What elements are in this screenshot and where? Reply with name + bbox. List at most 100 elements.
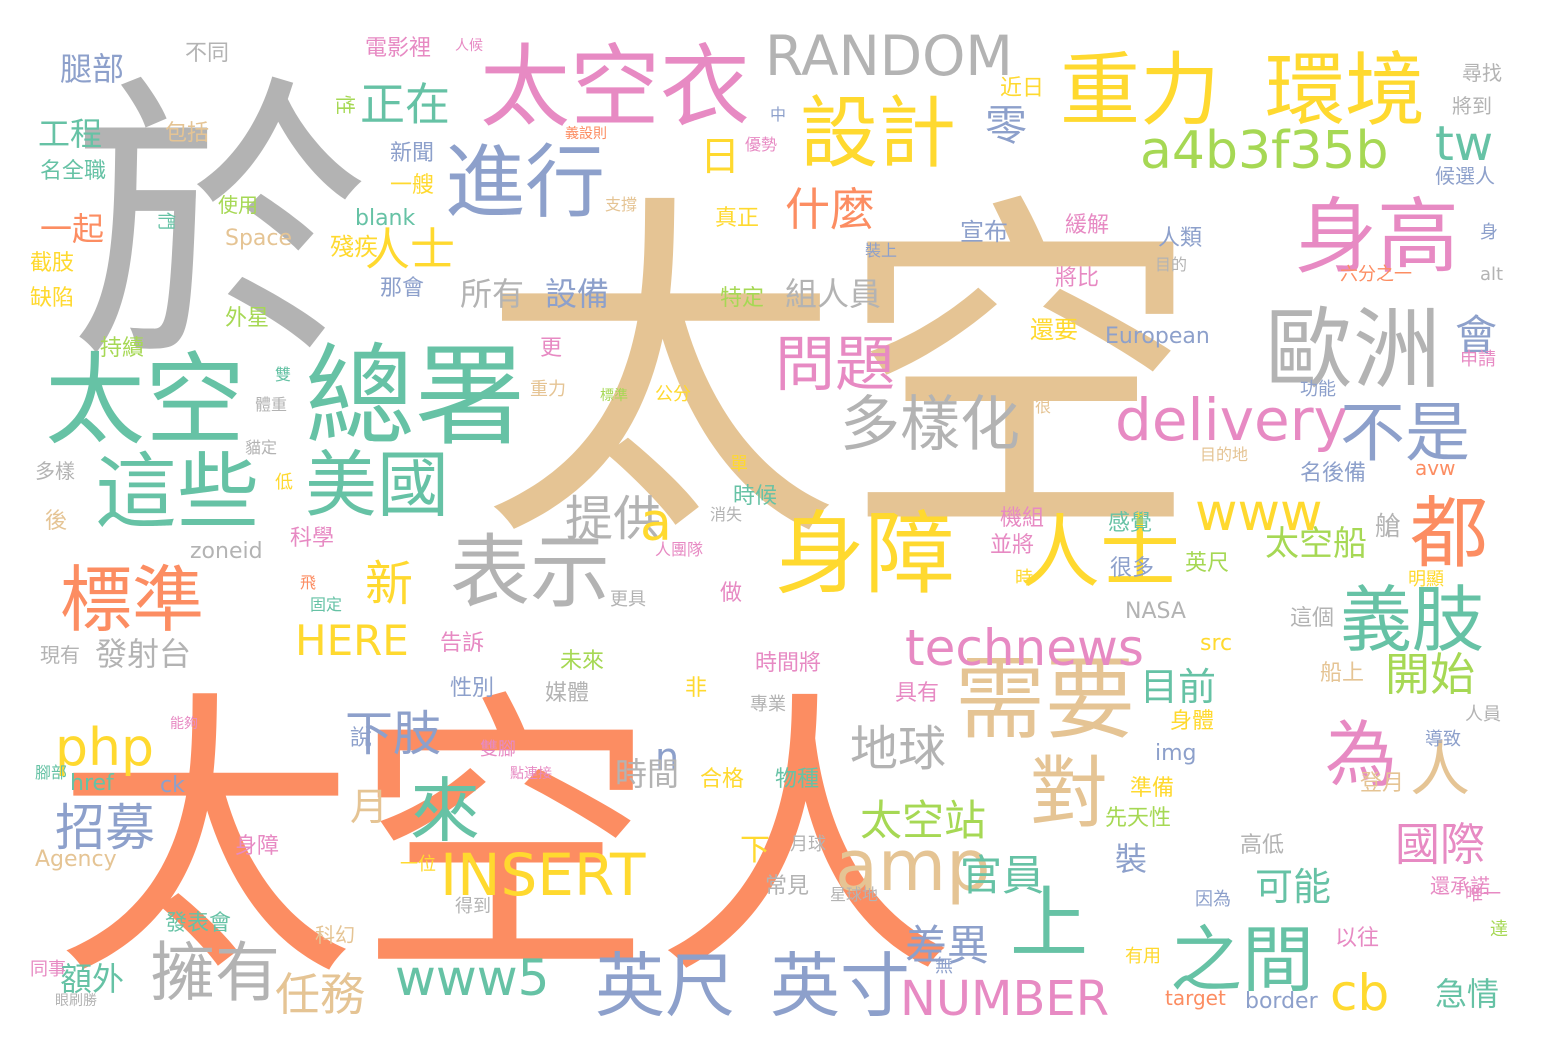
cloud-word: 將比 [1055, 266, 1099, 291]
cloud-word: 貓定 [245, 438, 277, 457]
cloud-word: 截肢 [30, 251, 74, 276]
cloud-word: 月 [350, 785, 388, 829]
cloud-word: 很 [1035, 397, 1051, 416]
cloud-word: 新 [365, 556, 413, 612]
cloud-word: 支撐 [605, 195, 637, 214]
cloud-word: 同事 [30, 959, 66, 980]
cloud-word: 更 [540, 336, 562, 361]
cloud-word: 於 [70, 52, 370, 401]
cloud-word: 人團隊 [655, 540, 703, 559]
cloud-word: 名後備 [1300, 461, 1366, 486]
cloud-word: 公分 [655, 384, 691, 405]
cloud-word: 腳部 [35, 763, 67, 782]
cloud-word: 固定 [310, 595, 342, 614]
cloud-word: 這些 [95, 445, 259, 540]
cloud-word: 急情 [1435, 975, 1499, 1013]
cloud-word: 重力 [1060, 44, 1220, 137]
cloud-word: 六分之一 [1340, 264, 1412, 285]
cloud-word: 工程 [38, 115, 102, 153]
cloud-word: 飛 [300, 573, 316, 592]
cloud-word: 物種 [775, 767, 819, 792]
cloud-word: 發射台 [95, 635, 191, 673]
cloud-word: 不是 [1340, 396, 1470, 471]
cloud-word: Agency [35, 847, 117, 872]
cloud-word: NASA [1125, 599, 1186, 624]
cloud-word: 達 [1490, 919, 1508, 940]
cloud-word: 科學 [290, 526, 334, 551]
cloud-word: HERE [295, 616, 409, 665]
cloud-word: 會 [1455, 311, 1497, 360]
cloud-word: 太空衣 [480, 35, 750, 140]
cloud-word: 時 [1015, 568, 1033, 589]
cloud-word: 標準 [60, 558, 204, 642]
cloud-word: European [1105, 324, 1210, 349]
cloud-word: Space [225, 226, 292, 251]
cloud-word: 非 [685, 676, 707, 701]
cloud-word: zoneid [190, 539, 263, 564]
cloud-word: 裝 [1115, 840, 1147, 878]
cloud-word: 太空人 [55, 667, 955, 1016]
cloud-word: 英寸 [770, 945, 910, 1027]
cloud-word: NUMBER [900, 971, 1109, 1027]
cloud-word: 並將 [990, 533, 1034, 558]
cloud-word: 體重 [255, 395, 287, 414]
cloud-word: www [1195, 483, 1323, 543]
cloud-word: 宣布 [960, 218, 1008, 246]
cloud-word: INSERT [440, 841, 646, 909]
cloud-word: 專業 [750, 694, 786, 715]
cloud-word: tw [1435, 116, 1493, 172]
cloud-word: 外星 [225, 306, 269, 331]
cloud-word: 有用 [1125, 946, 1161, 967]
cloud-word: 優勢 [745, 135, 777, 154]
cloud-word: 未來 [560, 649, 604, 674]
cloud-word: 科幻 [315, 923, 355, 947]
cloud-word: 重力 [530, 379, 566, 400]
cloud-word: 提供 [565, 491, 661, 547]
cloud-word: border [1245, 989, 1319, 1014]
cloud-word: 標準 [600, 388, 628, 404]
cloud-word: cb [1330, 964, 1389, 1022]
cloud-word: 告訴 [440, 631, 484, 656]
cloud-word: 為 [1325, 713, 1397, 797]
cloud-word: 上 [1010, 879, 1088, 969]
cloud-word: 船上 [1320, 661, 1364, 686]
cloud-word: 地球 [850, 721, 946, 777]
cloud-word: technews [905, 619, 1144, 677]
cloud-word: 缺陷 [30, 286, 74, 311]
cloud-word: 時候 [733, 484, 777, 509]
cloud-word: 登月 [1360, 771, 1404, 796]
cloud-word: 後 [45, 509, 67, 534]
cloud-word: 真正 [715, 206, 759, 231]
cloud-word: 義肢 [1340, 578, 1484, 662]
cloud-word: 那會 [380, 276, 424, 301]
cloud-word: a4b3f35b [1140, 121, 1389, 181]
cloud-word: 一位 [400, 854, 436, 875]
cloud-word: 下 [740, 833, 770, 868]
cloud-word: delivery [1115, 386, 1348, 454]
cloud-word: 雙 [275, 365, 291, 384]
cloud-word: 額外 [60, 960, 124, 998]
cloud-word: 什麼 [785, 183, 875, 236]
cloud-word: 時間 [615, 755, 679, 793]
cloud-word: 使用 [218, 193, 258, 217]
cloud-word: amp [835, 825, 991, 907]
cloud-word: 身 [1480, 222, 1498, 243]
cloud-word: 表示 [450, 526, 610, 619]
cloud-word: 名全職 [40, 159, 106, 184]
cloud-word: 太空站 [860, 796, 986, 845]
cloud-word: 人士 [1020, 506, 1180, 599]
cloud-word: 雙腳 [480, 739, 516, 760]
cloud-word: RANDOM [765, 24, 1013, 88]
cloud-word: 無 [935, 956, 953, 977]
cloud-word: 設備 [545, 275, 609, 313]
cloud-word: 因為 [1195, 889, 1231, 910]
cloud-word: 性別 [450, 676, 494, 701]
cloud-word: 近日 [1000, 76, 1044, 101]
cloud-word: 日 [700, 134, 740, 180]
cloud-word: target [1165, 986, 1226, 1010]
cloud-word: 殘疾 [330, 233, 378, 261]
cloud-word: 準備 [1130, 776, 1174, 801]
cloud-word: 環境 [1265, 44, 1425, 137]
